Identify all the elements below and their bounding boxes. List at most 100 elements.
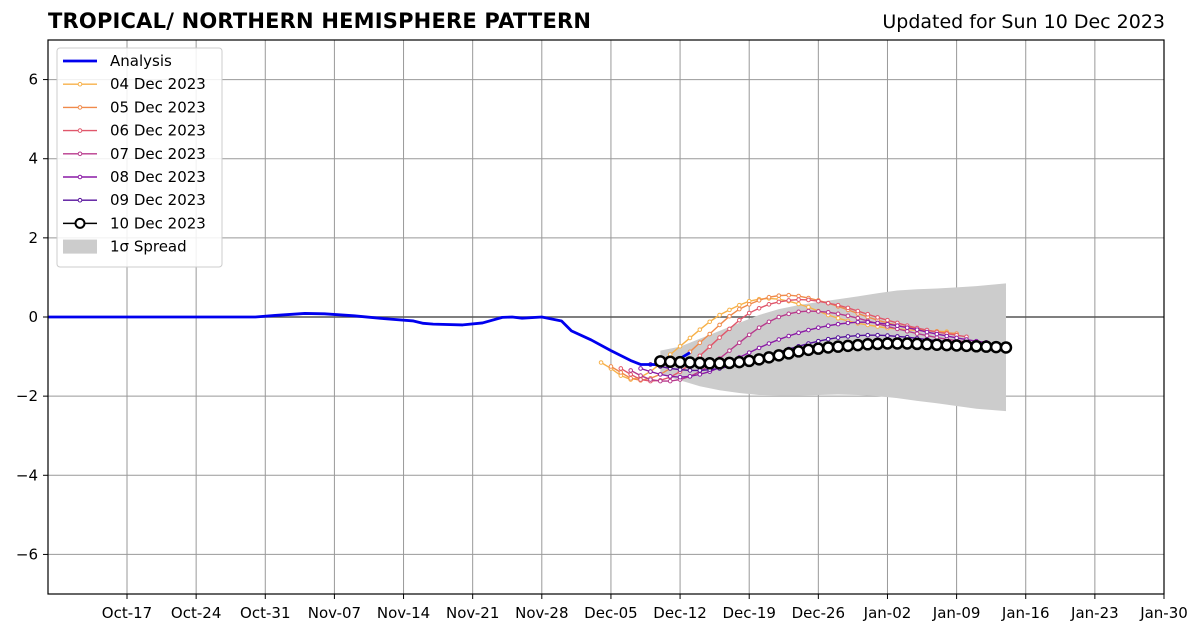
latest-forecast-point	[910, 337, 924, 351]
forecast-point	[895, 323, 900, 329]
latest-forecast-point	[792, 345, 805, 358]
forecast-point	[756, 298, 762, 303]
legend-swatch-marker	[77, 105, 83, 110]
forecast-point	[835, 335, 841, 340]
forecast-point	[776, 299, 782, 305]
forecast-point	[796, 309, 801, 315]
forecast-point	[628, 376, 633, 381]
forecast-point	[924, 333, 930, 338]
latest-forecast-point	[851, 338, 865, 352]
analysis-line	[48, 312, 691, 366]
forecast-point	[648, 369, 653, 374]
forecast-point	[717, 322, 722, 328]
forecast-point	[875, 320, 880, 326]
latest-forecast-point	[950, 339, 963, 352]
forecast-point	[914, 327, 920, 332]
legend-label: 05 Dec 2023	[110, 98, 206, 116]
forecast-point	[628, 372, 633, 377]
latest-forecast-point	[683, 356, 697, 369]
latest-forecast-point	[733, 355, 746, 369]
forecast-point	[727, 313, 732, 319]
forecast-point	[924, 329, 930, 335]
latest-forecast-point	[881, 337, 894, 350]
forecast-point	[944, 333, 950, 339]
y-tick-label: −2	[16, 387, 38, 405]
forecast-point	[835, 315, 841, 321]
forecast-point	[806, 304, 811, 310]
legend-label: 1σ Spread	[110, 238, 187, 256]
latest-forecast-point	[762, 351, 776, 364]
forecast-point	[885, 317, 890, 323]
x-tick-label: Dec-26	[792, 604, 846, 622]
forecast-point	[687, 374, 693, 379]
latest-forecast-point	[802, 343, 815, 357]
forecast-point	[638, 377, 643, 382]
latest-forecast-point	[900, 337, 914, 350]
forecast-point	[934, 331, 940, 337]
forecast-point	[825, 336, 831, 342]
legend-swatch-marker	[77, 151, 83, 157]
forecast-point	[737, 340, 742, 346]
latest-forecast-point	[831, 340, 845, 353]
legend-swatch-marker	[77, 197, 83, 203]
chart-title: TROPICAL/ NORTHERN HEMISPHERE PATTERN	[48, 9, 592, 33]
x-tick-label: Jan-09	[932, 604, 981, 622]
x-tick-label: Jan-23	[1070, 604, 1119, 622]
forecast-point	[697, 327, 703, 332]
forecast-point	[806, 297, 811, 303]
legend-label: 08 Dec 2023	[110, 168, 206, 186]
forecast-point	[816, 338, 821, 344]
latest-forecast-point	[742, 354, 756, 368]
forecast-point	[776, 293, 782, 298]
latest-forecast-point	[703, 357, 716, 370]
forecast-point	[786, 298, 792, 303]
legend: Analysis 04 Dec 2023 05 Dec 2023 06 Dec 202…	[56, 47, 223, 268]
forecast-point	[904, 328, 910, 334]
forecast-point	[766, 319, 772, 325]
x-tick-label: Nov-21	[446, 604, 499, 622]
forecast-point	[806, 308, 811, 314]
latest-forecast-point	[782, 347, 795, 360]
legend-label: 09 Dec 2023	[110, 191, 206, 209]
forecast-point	[786, 311, 792, 317]
x-tick-label: Oct-31	[240, 604, 290, 622]
legend-swatch-spread	[63, 239, 97, 254]
forecast-point	[766, 302, 772, 307]
forecast-point	[855, 315, 861, 321]
legend-box	[56, 47, 223, 268]
forecast-point	[875, 315, 880, 320]
x-tick-label: Jan-16	[1001, 604, 1050, 622]
latest-forecast-point	[841, 339, 855, 353]
latest-forecast-point	[970, 340, 983, 353]
forecast-point	[825, 323, 831, 329]
latest-forecast-point	[871, 337, 884, 351]
forecast-point	[914, 331, 920, 336]
forecast-point	[766, 294, 772, 300]
forecast-point	[638, 366, 643, 371]
latest-forecast-point	[772, 349, 786, 362]
forecast-point	[796, 293, 801, 299]
forecast-point	[835, 302, 841, 308]
latest-forecast-point	[663, 355, 677, 368]
latest-forecast-point	[821, 341, 835, 354]
x-tick-label: Jan-02	[863, 604, 912, 622]
forecast-point	[816, 325, 821, 330]
x-tick-label: Nov-14	[377, 604, 430, 622]
forecast-point	[855, 333, 861, 338]
forecast-point	[727, 348, 732, 353]
y-tick-label: 6	[28, 71, 38, 89]
x-tick-label: Dec-12	[653, 604, 707, 622]
forecast-point	[865, 311, 871, 317]
forecast-point	[638, 373, 643, 378]
x-tick-label: Jan-30	[1139, 604, 1188, 622]
latest-forecast-point	[693, 356, 707, 370]
forecast-point	[746, 350, 752, 355]
forecast-point	[707, 331, 712, 337]
forecast-point	[746, 332, 752, 338]
forecast-point	[756, 345, 762, 351]
forecast-point	[796, 297, 801, 302]
forecast-point	[825, 309, 831, 315]
line-layer	[48, 292, 1013, 384]
forecast-point	[618, 366, 624, 371]
